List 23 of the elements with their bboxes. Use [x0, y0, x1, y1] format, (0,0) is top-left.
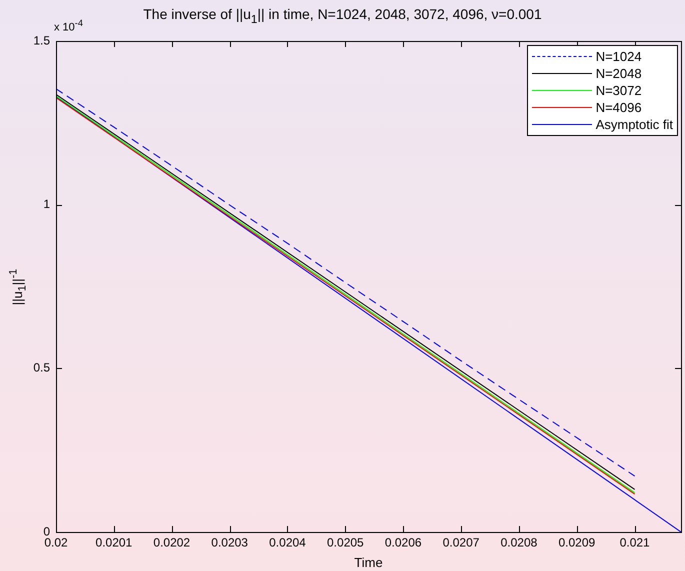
x-tick-label: 0.02 [44, 536, 68, 550]
text: x 10$^{-4}$ [54, 18, 83, 34]
x-tick-label: 0.0209 [558, 536, 596, 550]
y-tick-label: 1.5 [33, 33, 50, 48]
x-tick-label: 0.0206 [384, 536, 422, 550]
x-tick-label: 0.0204 [269, 536, 306, 550]
legend-label: Asymptotic fit [596, 117, 673, 132]
x-tick-label: 0.0203 [211, 536, 248, 550]
x-axis-title: Time [354, 554, 383, 570]
legend-label: N=3072 [596, 83, 642, 98]
x-tick-label: 0.0205 [327, 536, 364, 550]
legend-label: N=2048 [596, 66, 642, 81]
x-tick-label: 0.021 [620, 536, 650, 550]
x-tick-label: 0.0201 [96, 536, 133, 550]
x-tick-label: 0.0208 [500, 536, 538, 550]
legend-label: N=4096 [596, 100, 642, 115]
y-tick-label: 1 [43, 196, 50, 211]
x-tick-label: 0.0202 [153, 536, 190, 550]
chart-title: The inverse of ||u$_{1}$|| in time, N=1024, 2048, 3072, 4096, ν=0.001 [143, 6, 542, 26]
y-tick-label: 0 [43, 524, 50, 538]
y-tick-label: 0.5 [33, 360, 50, 375]
x-tick-label: 0.0207 [442, 536, 480, 550]
legend-label: N=1024 [596, 49, 642, 64]
